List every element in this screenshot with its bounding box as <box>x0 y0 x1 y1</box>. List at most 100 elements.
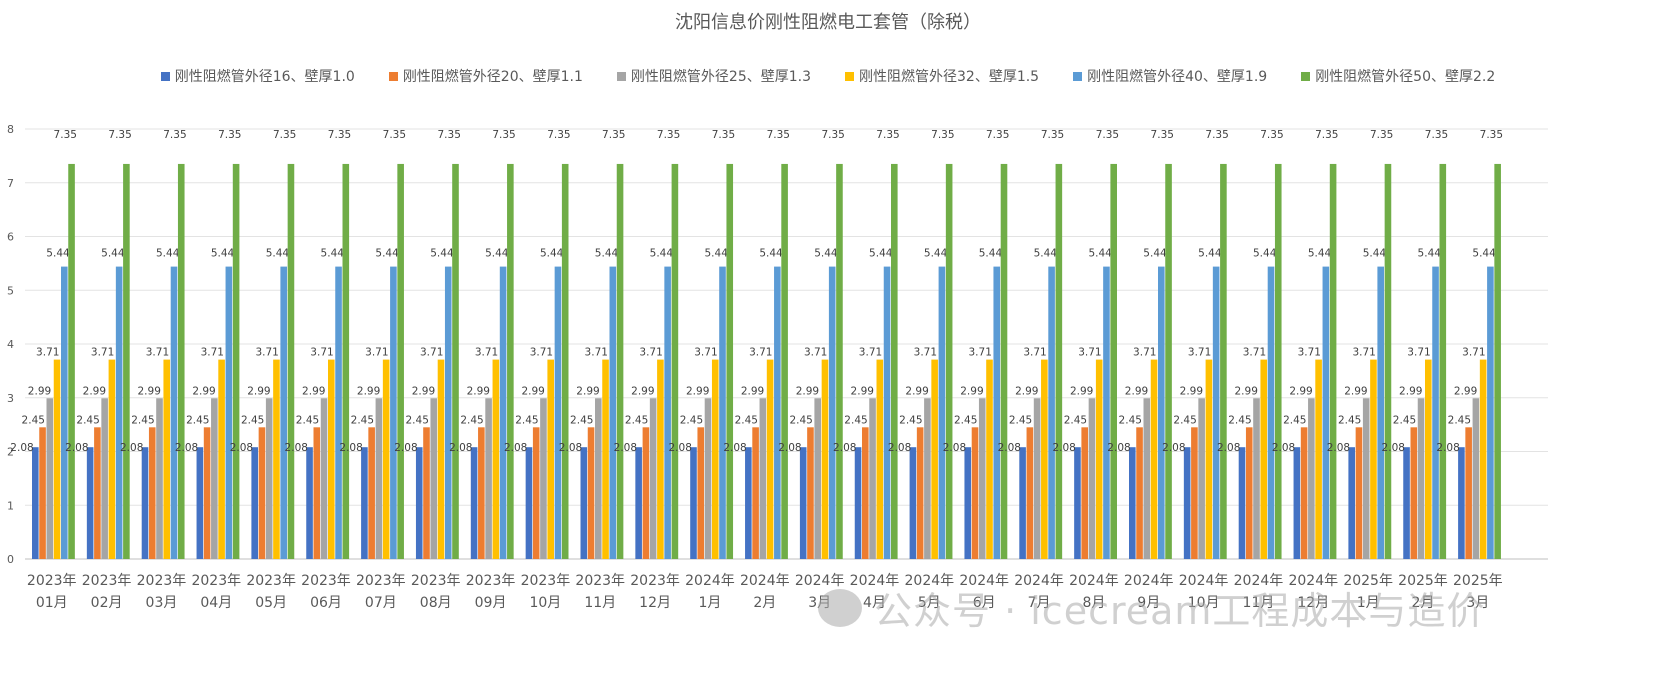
bar-1 <box>1458 447 1465 559</box>
data-label: 2.45 <box>844 414 867 426</box>
bar-4 <box>1315 359 1322 559</box>
x-tick-label-month: 01月 <box>36 595 68 611</box>
bar-1 <box>525 447 533 559</box>
data-label: 2.99 <box>1344 385 1367 397</box>
bar-4 <box>1260 359 1268 559</box>
data-label: 2.45 <box>296 414 319 426</box>
data-label: 2.99 <box>412 385 435 397</box>
x-tick-label-month: 9月 <box>1137 595 1160 611</box>
bar-5 <box>828 266 836 559</box>
data-label: 2.08 <box>120 442 143 454</box>
x-tick-label-month: 3月 <box>1466 595 1489 611</box>
data-label: 3.71 <box>859 347 882 359</box>
bar-6 <box>1439 163 1447 559</box>
data-label: 5.44 <box>1198 248 1222 260</box>
data-label: 3.71 <box>201 347 224 359</box>
data-label: 2.45 <box>1338 414 1361 426</box>
bar-5 <box>1322 266 1330 559</box>
data-label: 3.71 <box>1298 347 1321 359</box>
data-label: 2.45 <box>735 414 758 426</box>
bar-4 <box>108 359 116 559</box>
x-tick-label-year: 2024年 <box>1288 573 1338 589</box>
data-label: 7.35 <box>383 129 406 141</box>
y-tick-label: 0 <box>7 553 14 566</box>
bar-3 <box>1198 398 1205 559</box>
data-label: 3.71 <box>1133 347 1156 359</box>
x-tick-label-year: 2024年 <box>685 573 735 589</box>
data-label: 2.08 <box>65 442 88 454</box>
bar-5 <box>1158 266 1165 559</box>
bar-3 <box>649 398 657 559</box>
data-label: 2.99 <box>138 385 161 397</box>
data-label: 3.71 <box>1078 347 1101 359</box>
data-label: 2.45 <box>954 414 977 426</box>
data-label: 7.35 <box>1096 129 1119 141</box>
bar-6 <box>123 163 130 559</box>
data-label: 2.99 <box>576 385 599 397</box>
bar-2 <box>642 427 650 559</box>
x-tick-label-month: 06月 <box>310 595 342 611</box>
bar-3 <box>595 398 602 559</box>
data-label: 2.99 <box>467 385 490 397</box>
bar-5 <box>170 266 178 559</box>
x-tick-label-month: 5月 <box>918 595 941 611</box>
data-label: 5.44 <box>705 248 729 260</box>
bar-2 <box>971 427 979 559</box>
bar-1 <box>415 447 423 559</box>
bar-6 <box>287 163 295 559</box>
bar-6 <box>1000 163 1008 559</box>
bar-6 <box>1220 163 1227 559</box>
data-label: 2.99 <box>796 385 819 397</box>
bar-1 <box>1293 447 1301 559</box>
wechat-icon <box>818 588 862 627</box>
bar-2 <box>478 427 485 559</box>
x-tick-label-year: 2023年 <box>411 573 461 589</box>
data-label: 5.44 <box>485 248 509 260</box>
x-tick-label-year: 2024年 <box>1069 573 1119 589</box>
x-tick-label-month: 1月 <box>698 595 721 611</box>
bar-6 <box>726 163 734 559</box>
data-label: 5.44 <box>1253 248 1277 260</box>
bar-2 <box>807 427 814 559</box>
x-tick-label-year: 2024年 <box>959 573 1009 589</box>
legend-swatch <box>1301 71 1311 81</box>
data-label: 2.08 <box>1052 442 1075 454</box>
bar-2 <box>1355 427 1363 559</box>
data-label: 2.45 <box>515 414 538 426</box>
data-label: 5.44 <box>869 248 893 260</box>
data-label: 2.08 <box>1272 442 1295 454</box>
x-tick-label-month: 10月 <box>529 595 561 611</box>
bar-6 <box>1165 163 1172 559</box>
x-tick-label-year: 2023年 <box>191 573 241 589</box>
x-tick-label-year: 2024年 <box>905 573 955 589</box>
data-label: 2.45 <box>1173 414 1196 426</box>
data-label: 2.08 <box>943 442 966 454</box>
bar-3 <box>924 398 931 559</box>
legend: 刚性阻燃管外径16、壁厚1.0 刚性阻燃管外径20、壁厚1.1 刚性阻燃管外径25、… <box>0 66 1656 86</box>
data-label: 5.44 <box>430 248 454 260</box>
bar-2 <box>532 427 540 559</box>
bar-5 <box>993 266 1001 559</box>
data-label: 2.08 <box>449 442 472 454</box>
x-tick-label-month: 07月 <box>365 595 397 611</box>
bar-3 <box>1308 398 1315 559</box>
bar-3 <box>1417 398 1425 559</box>
bar-5 <box>1267 266 1275 559</box>
bar-3 <box>704 398 712 559</box>
bar-4 <box>1041 359 1048 559</box>
x-tick-label-month: 6月 <box>973 595 996 611</box>
data-label: 2.99 <box>1289 385 1312 397</box>
data-label: 7.35 <box>1425 129 1448 141</box>
bar-2 <box>258 427 266 559</box>
data-label: 3.71 <box>146 347 169 359</box>
bar-6 <box>671 163 679 559</box>
data-label: 7.35 <box>986 129 1009 141</box>
bar-5 <box>115 266 123 559</box>
bar-4 <box>1205 359 1213 559</box>
bar-3 <box>46 398 54 559</box>
data-label: 2.99 <box>905 385 928 397</box>
data-label: 2.99 <box>1125 385 1148 397</box>
bar-4 <box>218 359 225 559</box>
x-tick-label-year: 2024年 <box>850 573 900 589</box>
bar-2 <box>862 427 869 559</box>
